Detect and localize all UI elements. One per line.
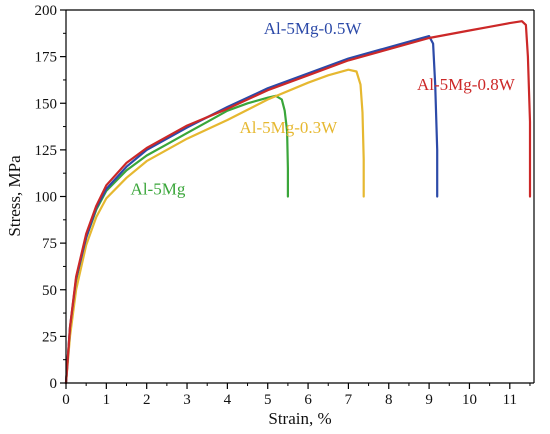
x-tick-label: 9 <box>425 392 433 408</box>
series-line-al-5mg <box>64 94 289 385</box>
x-tick-label: 4 <box>224 392 232 408</box>
series-line-al-5mg-0-5w <box>64 34 439 385</box>
x-tick-label: 11 <box>503 392 517 408</box>
x-axis-label: Strain, % <box>268 409 331 428</box>
y-tick-label: 175 <box>35 50 58 66</box>
x-ticks: 0 1 2 3 4 5 6 7 8 9 10 11 <box>62 383 531 408</box>
x-tick-label: 8 <box>385 392 393 408</box>
x-tick-label: 7 <box>345 392 353 408</box>
y-tick-label: 0 <box>50 376 58 392</box>
series-line-al-5mg-0-8w <box>64 20 532 385</box>
plot-area <box>64 20 532 385</box>
x-tick-label: 0 <box>62 392 70 408</box>
y-axis-label: Stress, MPa <box>5 155 24 237</box>
y-tick-label: 200 <box>35 3 58 19</box>
x-tick-label: 1 <box>103 392 111 408</box>
x-tick-label: 2 <box>143 392 151 408</box>
y-tick-label: 125 <box>35 143 58 159</box>
x-tick-label: 6 <box>304 392 312 408</box>
x-tick-label: 5 <box>264 392 272 408</box>
y-tick-label: 75 <box>42 236 57 252</box>
series-label-al-5mg-0-3w: Al-5Mg-0.3W <box>239 118 338 137</box>
x-tick-label: 10 <box>462 392 477 408</box>
y-tick-label: 50 <box>42 283 57 299</box>
y-tick-label: 100 <box>35 190 58 206</box>
series-label-al-5mg: Al-5Mg <box>131 180 186 199</box>
y-ticks: 0 25 50 75 100 125 150 175 200 <box>35 3 66 392</box>
series-label-al-5mg-0-5w: Al-5Mg-0.5W <box>264 19 363 38</box>
series-labels: Al-5Mg Al-5Mg-0.3W Al-5Mg-0.5W Al-5Mg-0.8W <box>131 19 516 198</box>
series-line-al-5mg-0-3w <box>64 68 365 385</box>
y-tick-label: 150 <box>35 96 58 112</box>
series-label-al-5mg-0-8w: Al-5Mg-0.8W <box>417 75 516 94</box>
y-tick-label: 25 <box>42 329 57 345</box>
x-tick-label: 3 <box>183 392 191 408</box>
